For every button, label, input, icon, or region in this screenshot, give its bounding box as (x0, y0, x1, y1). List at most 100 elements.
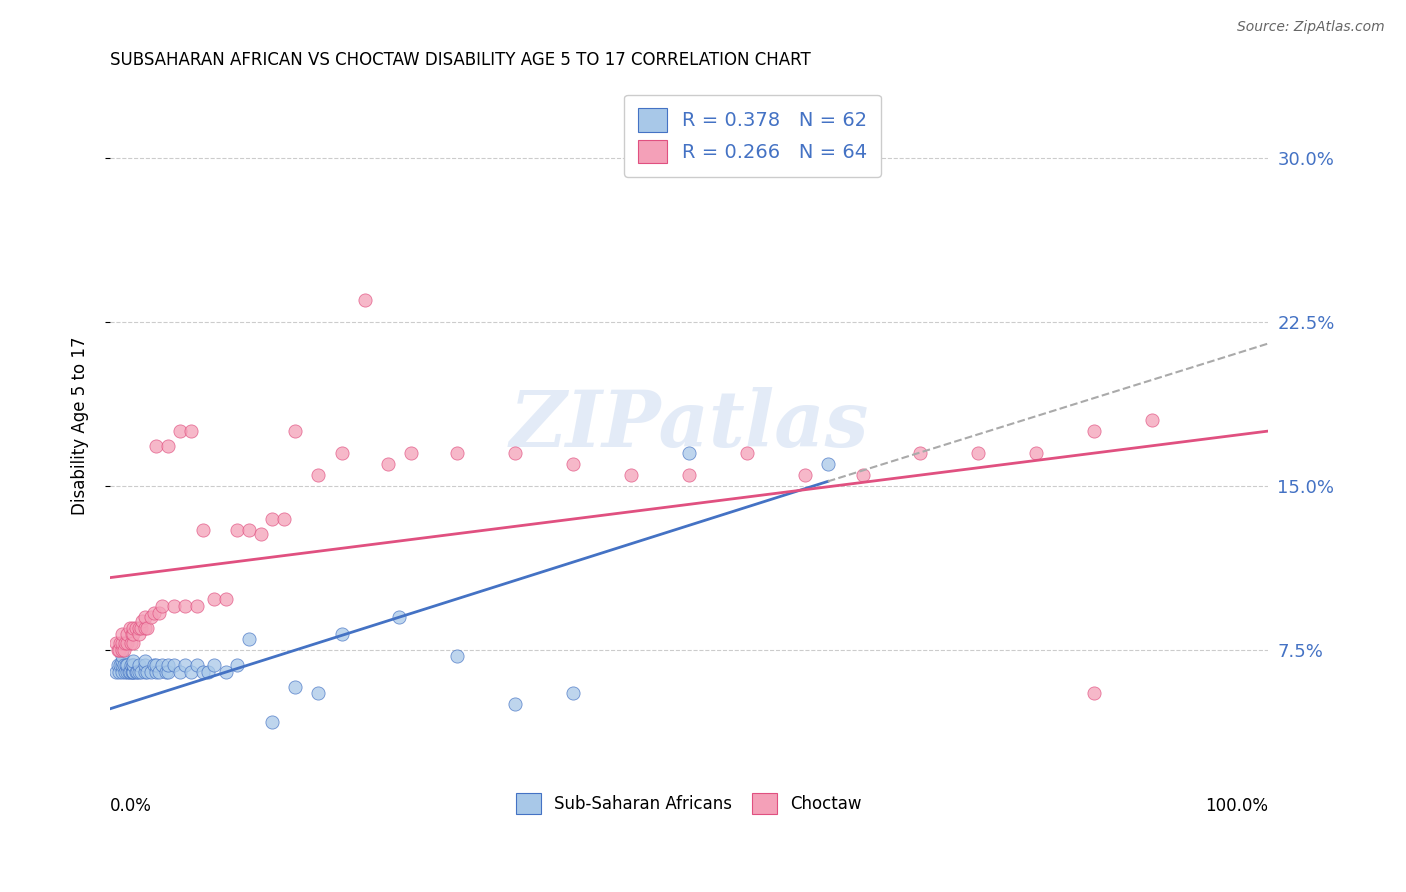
Point (817, 457, 839, 471)
Point (174, 658, 197, 673)
Point (121, 627, 143, 641)
Point (186, 658, 208, 673)
Point (226, 658, 249, 673)
Point (107, 642, 129, 657)
Point (202, 592, 225, 607)
Point (226, 523, 249, 537)
Point (307, 467, 329, 482)
Point (118, 621, 141, 635)
Point (399, 446, 422, 460)
Point (128, 621, 150, 635)
Point (186, 599, 208, 613)
Point (169, 424, 191, 438)
Point (110, 636, 132, 650)
Point (735, 446, 758, 460)
Point (851, 467, 873, 482)
Point (111, 654, 134, 668)
Point (156, 439, 179, 453)
Point (111, 642, 134, 657)
Point (118, 665, 141, 679)
Point (273, 511, 295, 525)
Point (134, 665, 156, 679)
Point (503, 446, 526, 460)
Point (191, 523, 214, 537)
Point (156, 665, 179, 679)
Point (122, 621, 145, 635)
Legend: Sub-Saharan Africans, Choctaw: Sub-Saharan Africans, Choctaw (506, 783, 872, 823)
Point (215, 592, 238, 607)
Point (284, 424, 307, 438)
Point (131, 621, 153, 635)
Point (145, 439, 167, 453)
Point (143, 606, 166, 620)
Point (148, 606, 170, 620)
Point (910, 446, 932, 460)
Point (134, 610, 156, 624)
Point (111, 649, 134, 664)
Text: SUBSAHARAN AFRICAN VS CHOCTAW DISABILITY AGE 5 TO 17 CORRELATION CHART: SUBSAHARAN AFRICAN VS CHOCTAW DISABILITY… (110, 51, 811, 69)
Point (353, 293, 375, 307)
Point (163, 599, 186, 613)
Point (122, 636, 145, 650)
Point (150, 658, 173, 673)
Point (330, 446, 353, 460)
Point (107, 658, 129, 673)
Point (262, 714, 284, 729)
Point (128, 627, 150, 641)
Text: Source: ZipAtlas.com: Source: ZipAtlas.com (1237, 20, 1385, 34)
Point (678, 446, 700, 460)
Point (156, 658, 179, 673)
Point (249, 527, 271, 541)
Point (117, 665, 139, 679)
Point (136, 665, 159, 679)
Point (134, 658, 156, 673)
Point (197, 665, 219, 679)
Point (180, 665, 202, 679)
Point (117, 636, 139, 650)
Point (125, 665, 148, 679)
Point (122, 665, 145, 679)
Point (377, 457, 399, 471)
Point (503, 698, 526, 712)
Point (446, 649, 468, 664)
Point (620, 467, 643, 482)
Point (136, 621, 159, 635)
Point (121, 665, 143, 679)
Point (330, 627, 353, 641)
Point (114, 665, 136, 679)
Point (238, 523, 260, 537)
Point (111, 636, 134, 650)
Text: 100.0%: 100.0% (1205, 797, 1268, 815)
Point (115, 658, 138, 673)
Point (284, 680, 307, 694)
Point (124, 621, 146, 635)
Point (262, 511, 284, 525)
Point (134, 654, 156, 668)
Point (143, 658, 166, 673)
Point (163, 658, 186, 673)
Point (169, 665, 191, 679)
Point (111, 665, 134, 679)
Point (1083, 686, 1105, 700)
Point (117, 658, 139, 673)
Point (180, 424, 202, 438)
Text: 0.0%: 0.0% (110, 797, 152, 815)
Point (124, 665, 146, 679)
Point (148, 665, 170, 679)
Point (215, 665, 238, 679)
Point (104, 665, 127, 679)
Point (155, 665, 177, 679)
Point (128, 658, 150, 673)
Point (145, 665, 167, 679)
Point (120, 636, 142, 650)
Point (139, 610, 162, 624)
Point (678, 467, 700, 482)
Point (111, 642, 134, 657)
Point (117, 627, 139, 641)
Point (388, 610, 411, 624)
Point (145, 658, 167, 673)
Point (112, 658, 135, 673)
Point (139, 665, 162, 679)
Point (191, 665, 214, 679)
Point (111, 627, 134, 641)
